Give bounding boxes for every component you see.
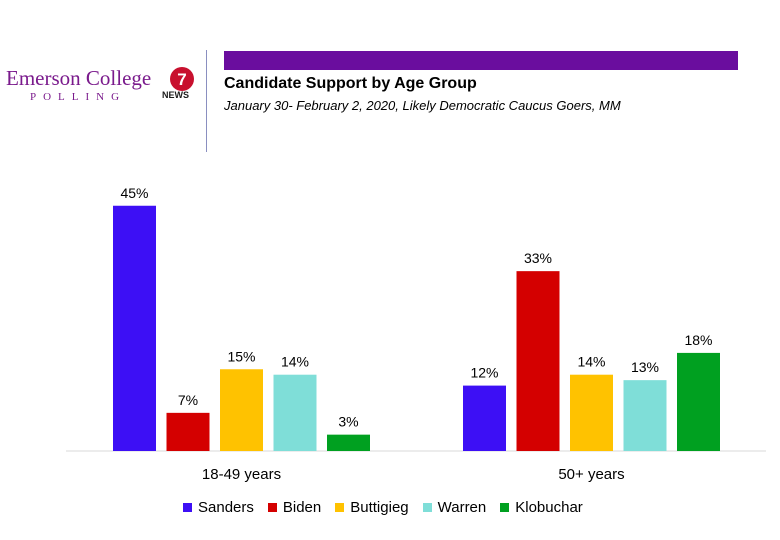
data-label-biden-0: 7% (178, 392, 198, 408)
legend-label: Buttigieg (350, 499, 409, 516)
legend-swatch (267, 503, 277, 512)
data-label-sanders-1: 12% (470, 365, 498, 381)
legend-swatch (500, 503, 510, 512)
bar-klobuchar-1 (677, 352, 720, 451)
header-divider (206, 50, 207, 152)
legend-label: Biden (282, 499, 322, 516)
channel-7-icon: 7 (170, 67, 194, 91)
bar-biden-1 (516, 271, 560, 451)
legend-item-buttigieg: Buttigieg (335, 499, 409, 516)
legend-label: Sanders (198, 499, 254, 516)
header-accent-bar (224, 51, 738, 70)
bar-buttigieg-0 (220, 369, 263, 451)
data-label-warren-1: 13% (631, 359, 659, 375)
bar-sanders-0 (113, 205, 156, 451)
bar-sanders-1 (463, 385, 506, 451)
data-label-buttigieg-0: 15% (227, 348, 255, 364)
legend-item-klobuchar: Klobuchar (500, 499, 583, 516)
pollster-logo: Emerson College POLLING 7 NEWS (0, 66, 205, 116)
data-label-sanders-0: 45% (120, 185, 148, 201)
chart-legend: Sanders Biden Buttigieg Warren Klobuchar (183, 499, 583, 516)
category-label-1: 50+ years (558, 466, 624, 483)
bar-warren-1 (623, 380, 667, 451)
legend-item-biden: Biden (267, 499, 322, 516)
chart-subtitle: January 30- February 2, 2020, Likely Dem… (224, 98, 621, 113)
legend-swatch (422, 503, 432, 512)
legend-swatch (335, 503, 345, 512)
data-label-warren-0: 14% (281, 354, 309, 370)
category-label-0: 18-49 years (202, 466, 281, 483)
data-label-klobuchar-0: 3% (338, 414, 358, 430)
logo-partner-name: NEWS (162, 90, 189, 100)
data-label-buttigieg-1: 14% (577, 354, 605, 370)
bar-warren-0 (273, 374, 317, 451)
bar-buttigieg-1 (570, 374, 613, 451)
logo-org-name: Emerson College (6, 66, 152, 90)
chart-title: Candidate Support by Age Group (224, 75, 477, 92)
legend-item-sanders: Sanders (183, 499, 254, 516)
legend-label: Warren (437, 499, 487, 516)
data-label-klobuchar-1: 18% (684, 332, 712, 348)
data-label-biden-1: 33% (524, 250, 552, 266)
bar-biden-0 (166, 412, 210, 451)
logo-org-sub: POLLING (30, 91, 127, 103)
bar-klobuchar-0 (327, 434, 370, 451)
channel-number: 7 (177, 70, 186, 89)
legend-label: Klobuchar (515, 499, 583, 516)
legend-item-warren: Warren (422, 499, 487, 516)
legend-swatch (183, 503, 192, 512)
